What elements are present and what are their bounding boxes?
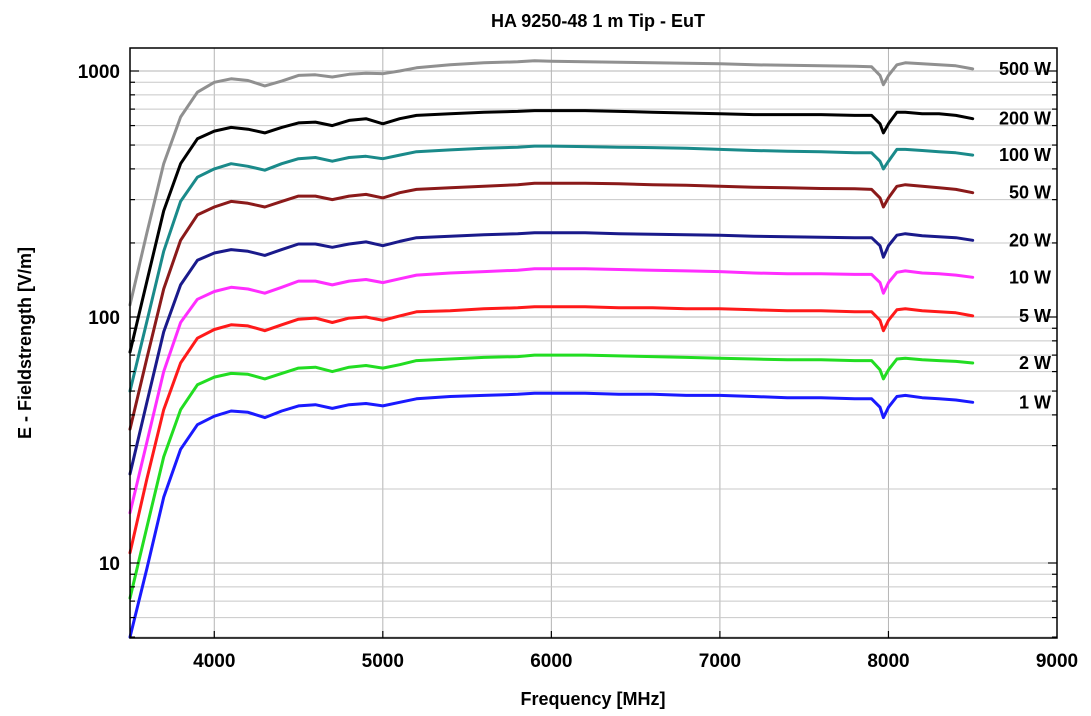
series-line [128,231,975,476]
grid [130,48,1057,638]
x-tick-label: 8000 [867,651,909,672]
series-label: 1 W [1019,392,1051,412]
x-tick-label: 6000 [530,651,572,672]
series-label: 500 W [999,59,1051,79]
series-label: 50 W [1009,183,1051,203]
series-line [128,144,975,393]
x-tick-label: 9000 [1036,651,1078,672]
series-line [128,353,975,600]
chart-title: HA 9250-48 1 m Tip - EuT [491,11,705,31]
series-line [128,305,975,555]
x-tick-label: 5000 [362,651,404,672]
series-label: 10 W [1009,267,1051,287]
series-line [128,181,975,431]
x-tick-label: 4000 [193,651,235,672]
series-label: 5 W [1019,306,1051,326]
series-label: 100 W [999,145,1051,165]
y-axis-label: E - Fieldstrength [V/m] [15,247,35,439]
series-line [128,109,975,354]
series-label: 200 W [999,109,1051,129]
x-tick-label: 7000 [699,651,741,672]
series-label: 20 W [1009,230,1051,250]
series-label: 2 W [1019,353,1051,373]
series-line [128,59,975,307]
series-line [128,391,975,639]
x-axis-label: Frequency [MHz] [520,689,665,709]
plot-frame [129,47,1058,639]
y-tick-label: 100 [88,308,120,329]
y-tick-label: 1000 [78,62,120,83]
y-tick-label: 10 [99,554,120,575]
axis-ticks: 4000 5000 6000 7000 8000 9000 10 100 1000 [78,62,1078,672]
series-labels: 500 W 200 W 100 W 50 W 20 W 10 W 5 W 2 W 1 W [999,59,1051,412]
series-lines [128,59,975,639]
series-line [128,267,975,515]
